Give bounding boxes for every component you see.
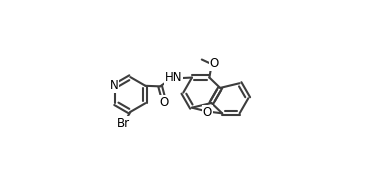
Text: O: O bbox=[202, 106, 212, 119]
Text: N: N bbox=[110, 79, 119, 92]
Text: O: O bbox=[160, 96, 169, 109]
Text: HN: HN bbox=[165, 71, 183, 84]
Text: O: O bbox=[210, 57, 219, 70]
Text: Br: Br bbox=[117, 117, 130, 130]
